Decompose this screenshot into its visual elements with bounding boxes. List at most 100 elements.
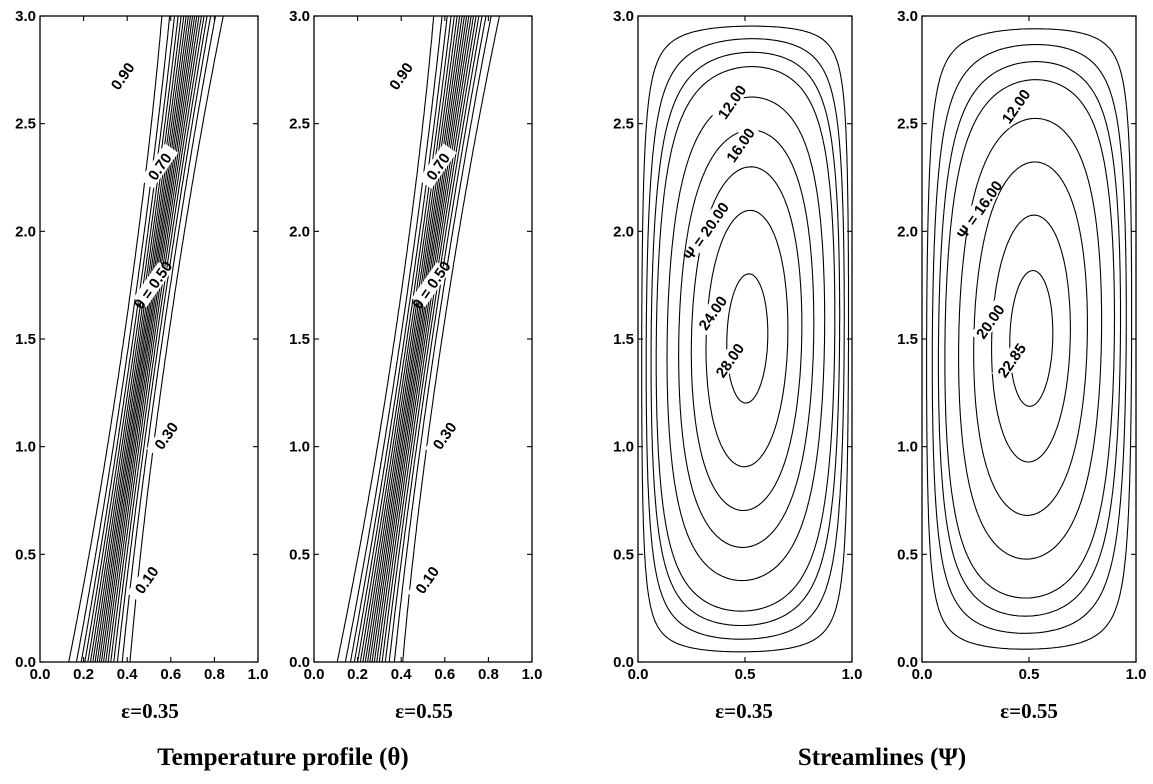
contour-line — [336, 16, 435, 662]
x-tick-label: 0.0 — [30, 666, 51, 683]
y-tick-label: 1.5 — [897, 331, 918, 348]
x-tick-label: 0.4 — [391, 666, 413, 683]
contour-label: 16.00 — [723, 125, 758, 166]
y-tick-label: 0.5 — [289, 546, 310, 563]
contour-label-background — [710, 337, 749, 383]
contour-line — [991, 214, 1071, 463]
temperature-plot-eps-035: 0.0 0.2 0.4 0.6 0.8 1.00.00.51.01.52.02.53.00… — [15, 8, 268, 683]
x-tick-label: 1.0 — [1126, 666, 1147, 683]
y-tick-label: 1.5 — [15, 331, 36, 348]
y-tick-label: 0.5 — [613, 546, 634, 563]
streamline-plot-eps-035: 0.0 0.5 1.0 0.0 0.5 1.0 1.5 2.0 2.5 3.0 12.0016.00… — [613, 8, 862, 683]
contour-label-background — [102, 53, 142, 99]
contour-line — [98, 16, 194, 662]
y-tick-label: 2.0 — [897, 223, 918, 240]
contour-label: 22.85 — [995, 341, 1030, 382]
y-tick-label: 2.0 — [15, 223, 36, 240]
y-tick-label: 1.0 — [289, 439, 310, 456]
contour-line — [973, 161, 1088, 516]
plot-frame — [637, 15, 853, 663]
y-tick-label: 0.5 — [15, 546, 36, 563]
contour-label: 12.00 — [999, 86, 1034, 127]
x-tick-label: 0.0 — [912, 666, 933, 683]
caption-eps-temp-055: ε=0.55 — [395, 699, 453, 723]
contour-line — [116, 16, 212, 662]
contour-line — [110, 16, 205, 662]
contour-line — [96, 16, 192, 662]
contour-line — [690, 166, 803, 512]
x-tick-label: 0.6 — [434, 666, 455, 683]
contour-line — [381, 16, 480, 662]
x-tick-label: 0.8 — [478, 666, 499, 683]
contour-line — [645, 38, 845, 640]
contour-label-background — [424, 412, 464, 458]
contour-line — [369, 16, 468, 662]
contour-line — [937, 61, 1122, 617]
x-tick-label: 0.2 — [347, 666, 368, 683]
contour-label-background — [720, 122, 760, 168]
y-tick-label: 3.0 — [613, 8, 634, 25]
contour-line — [113, 16, 208, 662]
contour-label-background — [133, 261, 172, 308]
contour-label-background — [126, 556, 166, 603]
contour-line — [84, 16, 179, 662]
x-tick-label: 0.0 — [628, 666, 649, 683]
contour-label-background — [996, 83, 1035, 129]
contour-line — [384, 16, 483, 662]
contour-line — [349, 16, 448, 662]
y-tick-label: 2.5 — [289, 116, 310, 133]
contour-line — [105, 16, 200, 662]
y-tick-label: 2.5 — [15, 116, 36, 133]
contour-label-background — [146, 412, 185, 458]
caption-eps-temp-035: ε=0.35 — [121, 699, 179, 723]
contour-line — [678, 129, 815, 548]
contour-label: 20.00 — [973, 302, 1008, 343]
contour-line — [931, 43, 1127, 634]
y-tick-label: 1.5 — [613, 331, 634, 348]
x-tick-label: 0.5 — [735, 666, 756, 683]
contour-line — [371, 16, 470, 662]
contour-label-background — [991, 337, 1031, 383]
y-tick-label: 3.0 — [289, 8, 310, 25]
temperature-group-title: Temperature profile (θ) — [157, 744, 408, 771]
x-tick-label: 1.0 — [842, 666, 863, 683]
contour-label-background — [381, 53, 420, 99]
contour-line — [926, 28, 1133, 650]
contour-line — [107, 16, 202, 662]
contour-label-background — [970, 298, 1009, 344]
contour-line — [402, 16, 500, 662]
streamlines-group-title: Streamlines (Ψ) — [798, 744, 966, 771]
contour-line — [121, 16, 217, 662]
contour-label-background — [418, 143, 457, 189]
contour-line — [344, 16, 443, 662]
contour-label-background — [686, 208, 725, 254]
y-tick-label: 0.0 — [897, 654, 918, 671]
contour-label-background — [692, 289, 732, 336]
caption-eps-stream-035: ε=0.35 — [715, 699, 773, 723]
x-tick-label: 1.0 — [522, 666, 543, 683]
contour-label: Ψ = 16.00 — [954, 178, 1006, 242]
contour-label-background — [407, 556, 446, 603]
contour-label-background — [139, 143, 179, 189]
contour-line — [666, 96, 826, 582]
contour-line — [388, 16, 487, 662]
contour-label: 12.00 — [715, 82, 750, 123]
x-tick-label: 0.6 — [160, 666, 181, 683]
contour-line — [367, 16, 465, 662]
contour-line — [655, 66, 836, 612]
contour-label-background — [712, 78, 751, 125]
contour-line — [641, 25, 850, 653]
contour-line — [650, 51, 841, 627]
y-tick-label: 2.0 — [613, 223, 634, 240]
contour-line — [944, 79, 1116, 599]
contour-label: 28.00 — [713, 341, 748, 382]
x-tick-label: 0.5 — [1019, 666, 1040, 683]
y-tick-label: 1.0 — [15, 439, 36, 456]
contour-line — [87, 16, 182, 662]
contour-line — [958, 117, 1103, 560]
y-tick-label: 3.0 — [15, 8, 36, 25]
y-tick-label: 0.0 — [613, 654, 634, 671]
contour-line — [68, 16, 163, 662]
streamline-plot-eps-055: 0.0 0.5 1.0 0.0 0.5 1.0 1.5 2.0 2.5 3.0 12.00 Ψ = 1… — [897, 8, 1146, 683]
